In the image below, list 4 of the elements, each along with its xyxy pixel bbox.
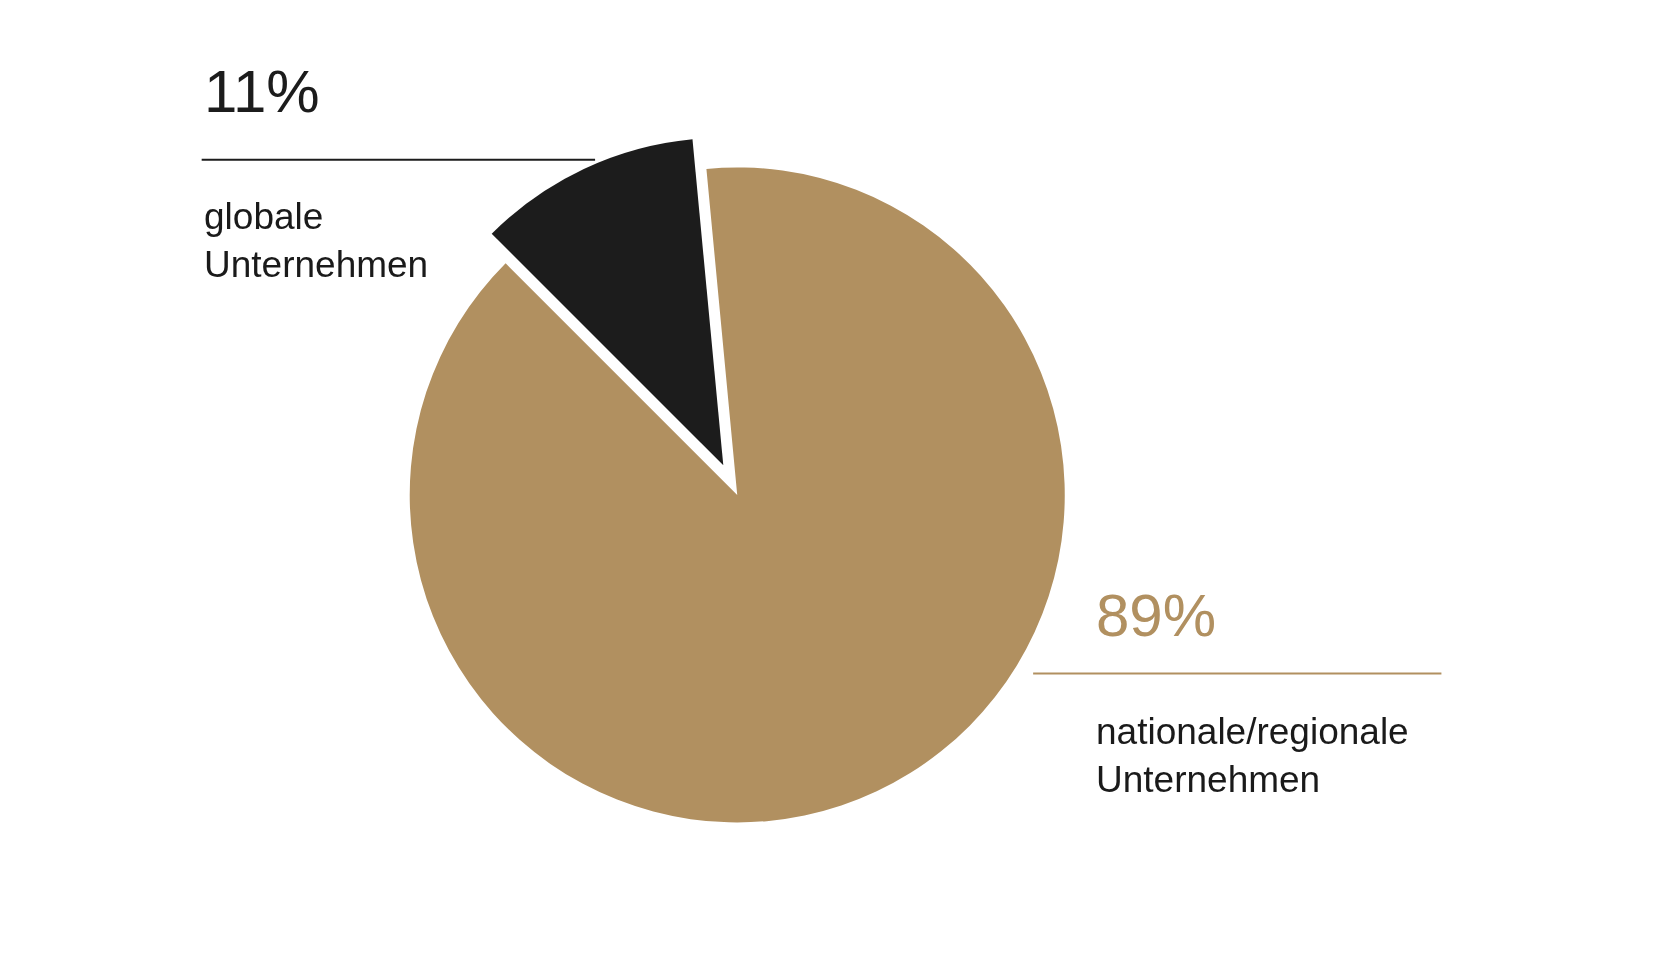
data-label: 89% <box>1096 582 1217 649</box>
data-label: 11% <box>204 58 320 125</box>
slice-label: nationale/regionale Unternehmen <box>1096 711 1409 801</box>
slice-label: globale Unternehmen <box>204 196 429 286</box>
